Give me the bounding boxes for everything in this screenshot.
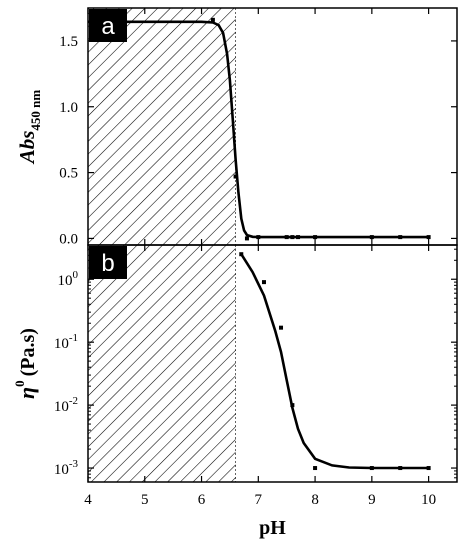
x-tick-label: 10 [421,492,436,508]
data-point [296,235,301,240]
y-axis-title: η0 (Pa.s) [12,328,39,399]
data-point [256,235,261,240]
data-point [426,235,431,240]
shaded-region [88,8,236,245]
y-tick-base: 10 [54,336,69,352]
y-tick-label: 10-3 [54,458,79,478]
x-tick-label: 9 [368,492,376,508]
y-axis-title: Abs450 nm [15,90,43,166]
y-tick-exponent: -2 [69,395,78,407]
y-axis-title-superscript: 0 [12,380,27,387]
y-axis-title-main: η [14,387,39,399]
data-point [244,236,249,241]
y-tick-exponent: 0 [73,269,79,281]
y-tick-label: 1.0 [59,100,78,116]
y-tick-label: 10-2 [54,395,78,415]
data-point [313,466,318,471]
data-point [369,466,374,471]
y-tick-label: 0.0 [59,231,78,247]
panel-letter: a [101,13,115,40]
x-tick-label: 4 [84,492,92,508]
y-tick-base: 10 [58,273,73,289]
x-tick-label: 7 [255,492,263,508]
y-tick-label: 1.5 [59,34,78,50]
plot-frame [87,244,458,483]
data-point [398,235,403,240]
data-point [313,235,318,240]
x-tick-label: 8 [311,492,319,508]
fit-curve [88,20,429,239]
y-tick-label: 100 [58,269,79,289]
x-axis-title: pH [259,517,286,539]
x-tick-label: 5 [141,492,149,508]
y-axis-title-unit: (Pa.s) [17,328,39,376]
shaded-region [88,245,236,482]
data-point [426,466,431,471]
y-tick-exponent: -1 [69,332,78,344]
panel-letter: b [101,250,114,277]
y-tick-label: 0.5 [59,166,78,182]
y-axis-title-subscript: 450 nm [28,90,43,131]
x-tick-label: 6 [198,492,206,508]
data-point [398,466,403,471]
data-point [210,17,215,22]
data-point [239,252,244,257]
panel-a: 0.0 0.5 1.0 1.5 a Abs450 nm [15,7,458,247]
fit-curve [240,253,429,470]
data-point [290,235,295,240]
y-axis-title-main: Abs [15,131,39,166]
data-point [284,235,289,240]
y-tick-label: 10-1 [54,332,78,352]
data-point [233,174,238,179]
data-point [261,280,266,285]
y-tick-base: 10 [54,462,69,478]
panel-letter-badge [89,246,127,279]
y-tick-base: 10 [54,399,69,415]
y-tick-exponent: -3 [69,458,79,470]
data-point [290,403,295,408]
data-point [369,235,374,240]
data-point [279,325,284,330]
panel-letter-badge [89,9,127,42]
